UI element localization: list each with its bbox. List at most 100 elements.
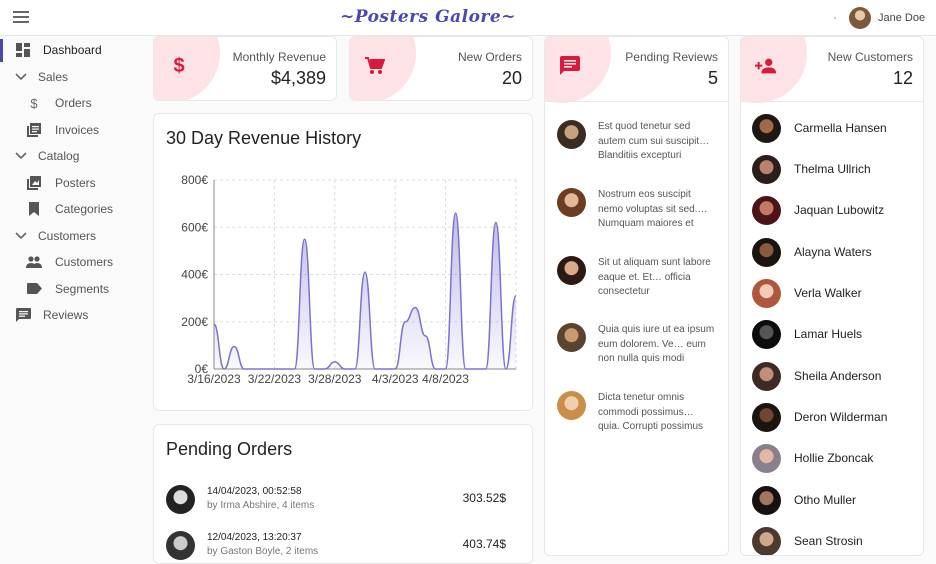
review-text: Dicta tenetur omnis commodi possimus… qu… [598, 391, 718, 435]
x-tick-label: 3/22/2023 [248, 372, 302, 386]
y-tick-label: 400€ [181, 268, 208, 282]
sidebar-group-catalog[interactable]: Catalog [0, 143, 150, 170]
sidebar-item-posters[interactable]: Posters [0, 170, 150, 197]
sidebar-item-dashboard[interactable]: Dashboard [0, 37, 150, 64]
divider [545, 101, 728, 102]
sidebar-item-invoices[interactable]: Invoices [0, 117, 150, 144]
order-date: 12/04/2023, 13:20:37 [207, 532, 302, 543]
x-tick-label: 3/28/2023 [308, 372, 362, 386]
customer-name: Lamar Huels [794, 327, 862, 341]
review-text: Quia quis iure ut ea ipsum eum dolorem. … [598, 323, 718, 367]
customer-item[interactable]: Jaquan Lubowitz [752, 194, 922, 226]
kpi-value: 12 [893, 68, 913, 89]
comment-icon [559, 55, 581, 77]
y-tick-label: 200€ [181, 315, 208, 329]
sidebar-group-customers[interactable]: Customers [0, 223, 150, 250]
people-icon [26, 254, 42, 270]
review-text: Nostrum eos suscipit nemo voluptas sit s… [598, 188, 718, 232]
order-date: 14/04/2023, 00:52:58 [207, 486, 302, 497]
customer-name: Sheila Anderson [794, 369, 881, 383]
revenue-chart-card: 30 Day Revenue History 800€600€400€200€0… [153, 113, 533, 411]
order-customer: by Irma Abshire, 4 items [207, 500, 314, 511]
customer-name: Verla Walker [794, 286, 862, 300]
customer-item[interactable]: Sheila Anderson [752, 360, 922, 392]
customer-avatar [752, 238, 781, 267]
kpi-value: 5 [708, 68, 718, 89]
y-tick-label: 600€ [181, 220, 208, 234]
dollar-icon: $ [168, 55, 190, 77]
separator-dot [834, 17, 836, 19]
sidebar-item-categories[interactable]: Categories [0, 196, 150, 223]
customer-item[interactable]: Sean Strosin [752, 525, 922, 556]
sidebar-item-label: Sales [38, 70, 68, 84]
bookmark-icon [26, 201, 42, 217]
label-icon [26, 281, 42, 297]
sidebar-group-sales[interactable]: Sales [0, 64, 150, 91]
customer-avatar [752, 362, 781, 391]
sidebar-item-label: Customers [38, 229, 96, 243]
order-row[interactable]: 14/04/2023, 00:52:58 by Irma Abshire, 4 … [166, 483, 516, 519]
sidebar-item-label: Categories [55, 202, 113, 216]
customer-name: Deron Wilderman [794, 410, 887, 424]
order-total: 403.74$ [463, 537, 506, 551]
sidebar-item-label: Invoices [55, 123, 99, 137]
pending-reviews-card: Pending Reviews 5 Est quod tenetur sed a… [544, 36, 729, 556]
sidebar-item-customers[interactable]: Customers [0, 249, 150, 276]
customer-item[interactable]: Verla Walker [752, 277, 922, 309]
app-logo[interactable]: ~Posters Galore~ [340, 7, 516, 27]
kpi-label: Pending Reviews [625, 50, 718, 64]
pending-orders-card: Pending Orders 14/04/2023, 00:52:58 by I… [153, 424, 533, 564]
customer-name: Sean Strosin [794, 534, 863, 548]
sidebar-item-reviews[interactable]: Reviews [0, 302, 150, 329]
customer-avatar [752, 527, 781, 556]
person-add-icon [755, 55, 777, 77]
customer-item[interactable]: Thelma Ullrich [752, 153, 922, 185]
order-total: 303.52$ [463, 491, 506, 505]
sidebar-item-orders[interactable]: $ Orders [0, 90, 150, 117]
customer-avatar [752, 320, 781, 349]
kpi-value: $4,389 [271, 68, 326, 89]
sidebar-item-segments[interactable]: Segments [0, 276, 150, 303]
customer-avatar [752, 486, 781, 515]
kpi-value: 20 [502, 68, 522, 89]
customer-item[interactable]: Deron Wilderman [752, 401, 922, 433]
cart-icon [364, 55, 386, 77]
sidebar-item-label: Segments [55, 282, 109, 296]
customer-avatar [166, 485, 195, 514]
chart-title: 30 Day Revenue History [166, 128, 361, 149]
order-row[interactable]: 12/04/2023, 13:20:37 by Gaston Boyle, 2 … [166, 529, 516, 564]
x-tick-label: 4/3/2023 [372, 372, 419, 386]
customer-name: Otho Muller [794, 493, 856, 507]
sidebar-item-label: Customers [55, 255, 113, 269]
sidebar-item-label: Reviews [43, 308, 88, 322]
customer-item[interactable]: Hollie Zboncak [752, 442, 922, 474]
customer-name: Alayna Waters [794, 245, 872, 259]
revenue-area-fill [214, 213, 516, 369]
card-title: Pending Orders [166, 439, 292, 460]
kpi-label: New Orders [458, 50, 522, 64]
customer-item[interactable]: Alayna Waters [752, 236, 922, 268]
sidebar-item-label: Dashboard [43, 43, 102, 57]
customer-name: Jaquan Lubowitz [794, 203, 884, 217]
chevron-down-icon [13, 228, 29, 244]
customer-avatar [752, 155, 781, 184]
customer-item[interactable]: Carmella Hansen [752, 112, 922, 144]
reviewer-avatar [557, 256, 586, 285]
menu-icon[interactable] [13, 11, 29, 25]
order-customer: by Gaston Boyle, 2 items [207, 546, 318, 557]
customer-item[interactable]: Otho Muller [752, 484, 922, 516]
app-bar: ~Posters Galore~ Jane Doe [0, 0, 936, 36]
divider [741, 101, 923, 102]
review-text: Sit ut aliquam sunt labore eaque et. Et…… [598, 256, 718, 300]
user-name[interactable]: Jane Doe [878, 12, 925, 24]
kpi-card-monthly-revenue[interactable]: $ Monthly Revenue $4,389 [153, 36, 337, 101]
invoice-icon [26, 122, 42, 138]
customer-item[interactable]: Lamar Huels [752, 318, 922, 350]
sidebar: Dashboard Sales $ Orders Invoices Catalo… [0, 37, 150, 329]
dashboard-icon [15, 42, 31, 58]
reviewer-avatar [557, 188, 586, 217]
reviewer-avatar [557, 120, 586, 149]
kpi-card-new-orders[interactable]: New Orders 20 [349, 36, 533, 101]
sidebar-item-label: Catalog [38, 149, 79, 163]
user-avatar[interactable] [849, 7, 871, 29]
